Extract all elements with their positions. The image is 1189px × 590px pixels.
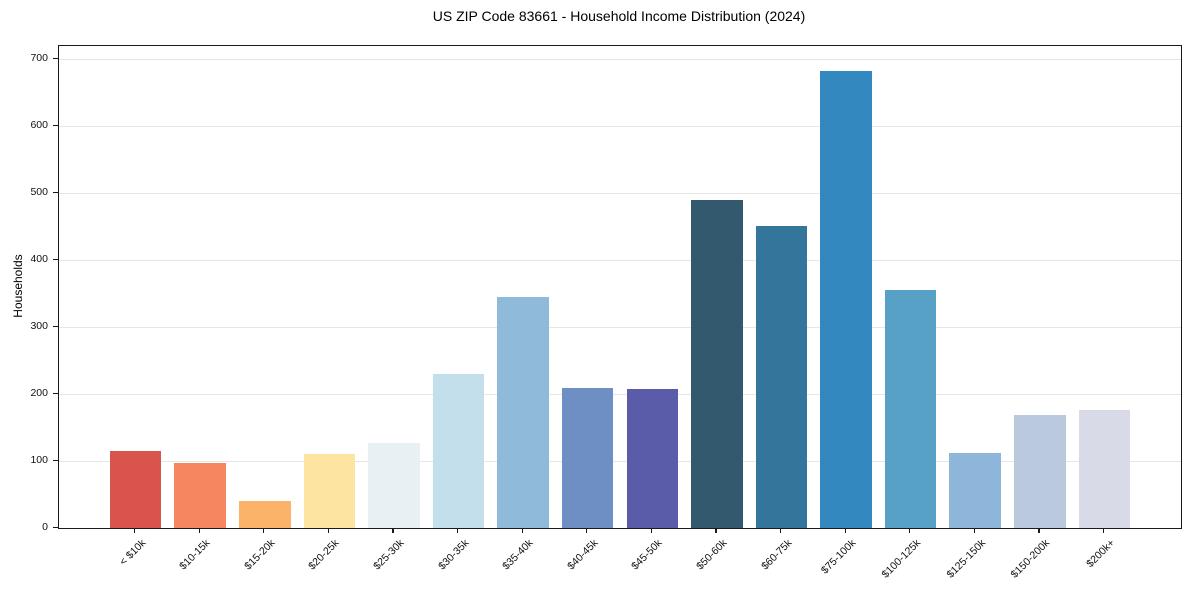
gridline: [59, 192, 1181, 194]
bar: [561, 387, 614, 528]
x-tick-mark: [198, 528, 200, 533]
bar: [368, 442, 420, 528]
x-tick-label: $15-20k: [241, 537, 278, 573]
x-tick-label: $40-45k: [564, 537, 601, 573]
x-tick-label: $75-100k: [819, 537, 859, 577]
bar: [884, 290, 937, 528]
plot-area: [58, 45, 1182, 529]
x-tick-mark: [392, 528, 394, 533]
bar: [691, 199, 743, 528]
x-tick-label: $30-35k: [435, 537, 472, 573]
gridline: [59, 259, 1181, 261]
x-tick-mark: [715, 528, 717, 533]
y-tick-mark: [53, 527, 58, 529]
x-tick-mark: [1102, 528, 1105, 533]
x-tick-mark: [134, 528, 136, 533]
x-tick-label: $25-30k: [371, 537, 407, 573]
bar: [755, 225, 808, 528]
y-tick-mark: [53, 258, 58, 261]
y-tick-label: 400: [30, 252, 48, 265]
y-tick-mark: [53, 191, 58, 193]
y-tick-label: 700: [30, 51, 48, 64]
x-tick-label: $60-75k: [758, 537, 794, 573]
x-tick-label: $125-150k: [944, 537, 988, 581]
y-tick-mark: [53, 124, 58, 126]
bar: [626, 389, 679, 528]
y-tick-label: 200: [30, 386, 48, 399]
bar: [1078, 410, 1131, 528]
x-tick-mark: [973, 528, 975, 533]
gridline: [59, 393, 1181, 395]
x-tick-mark: [586, 528, 588, 533]
bar: [239, 501, 291, 528]
bar: [1014, 415, 1066, 528]
x-tick-label: $10-15k: [177, 537, 213, 573]
gridline: [59, 58, 1181, 60]
x-tick-label: $150-200k: [1008, 537, 1053, 581]
bar: [174, 462, 226, 528]
x-tick-label: $50-60k: [694, 537, 730, 573]
gridline: [59, 125, 1181, 127]
x-tick-label: $45-50k: [629, 537, 665, 573]
y-tick-label: 300: [30, 319, 48, 332]
x-tick-mark: [1038, 528, 1040, 533]
bar: [949, 452, 1001, 528]
x-tick-mark: [909, 528, 911, 533]
bar: [432, 373, 485, 528]
x-tick-mark: [844, 528, 846, 533]
x-tick-mark: [327, 528, 330, 533]
y-tick-mark: [53, 459, 58, 462]
x-tick-mark: [263, 528, 265, 533]
x-tick-mark: [457, 528, 459, 533]
x-tick-mark: [521, 528, 523, 533]
x-tick-mark: [779, 528, 782, 533]
bar: [303, 454, 356, 528]
x-tick-label: $200k+: [1083, 537, 1117, 571]
bar: [109, 450, 162, 528]
bar: [497, 297, 549, 528]
x-tick-label: < $10k: [117, 537, 149, 568]
gridline: [59, 326, 1181, 328]
y-tick-mark: [53, 325, 58, 328]
x-tick-label: $100-125k: [879, 537, 924, 581]
chart-title: US ZIP Code 83661 - Household Income Dis…: [432, 8, 806, 24]
x-tick-mark: [650, 528, 652, 533]
bar: [820, 70, 872, 528]
y-tick-label: 500: [30, 185, 48, 198]
gridline: [59, 460, 1181, 462]
x-tick-label: $35-40k: [500, 537, 536, 573]
y-tick-label: 600: [30, 118, 48, 131]
y-tick-mark: [53, 57, 58, 59]
y-tick-label: 100: [30, 453, 48, 466]
y-tick-label: 0: [42, 521, 48, 533]
y-tick-mark: [53, 392, 58, 395]
x-tick-label: $20-25k: [306, 537, 342, 573]
